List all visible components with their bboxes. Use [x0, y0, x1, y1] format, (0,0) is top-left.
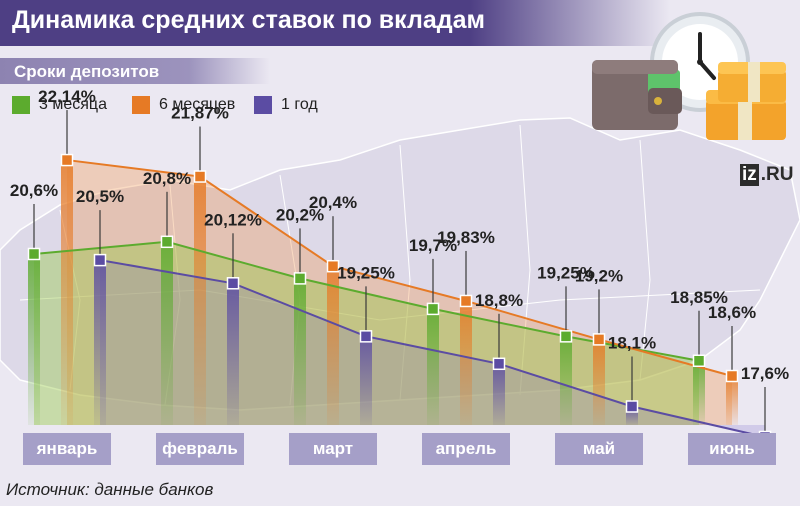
month-label-june: июнь — [709, 439, 755, 458]
month-label-february: февраль — [162, 439, 238, 458]
value-label-6m-4: 19,2% — [575, 266, 623, 285]
bar-1y-1 — [227, 283, 239, 425]
marker-6m-1 — [193, 170, 207, 183]
line-1y — [99, 259, 766, 438]
chart-title: Динамика средних ставок по вкладам — [12, 6, 486, 34]
marker-3m-2 — [293, 272, 307, 285]
value-label-6m-3: 19,83% — [437, 228, 495, 247]
value-label-6m-5: 18,6% — [708, 303, 756, 322]
value-label-1y-1: 20,12% — [204, 210, 262, 229]
marker-3m-4 — [559, 330, 573, 343]
value-label-6m-2: 20,4% — [309, 193, 357, 212]
value-label-1y-0: 20,5% — [76, 187, 124, 206]
month-box-february: февраль — [156, 433, 244, 465]
chart-subtitle: Сроки депозитов — [14, 62, 160, 81]
value-label-1y-3: 18,8% — [475, 291, 523, 310]
month-box-april: апрель — [422, 433, 510, 465]
legend-label-3m: 3 месяца — [39, 96, 107, 113]
marker-3m-3 — [426, 302, 440, 316]
marker-6m-4 — [592, 333, 606, 346]
marker-6m-0 — [60, 153, 74, 167]
bar-3m-3 — [427, 308, 439, 425]
cash-stacks-icon — [706, 62, 786, 140]
month-label-april: апрель — [435, 439, 497, 458]
bar-6m-3 — [460, 300, 472, 425]
value-label-3m-4: 19,25% — [537, 263, 595, 282]
value-label-3m-0: 20,6% — [10, 181, 58, 200]
bar-6m-2 — [327, 266, 339, 425]
value-label-3m-5: 18,85% — [670, 288, 728, 307]
marker-3m-5 — [692, 354, 706, 367]
bar-3m-0 — [28, 254, 40, 425]
bar-1y-2 — [360, 336, 372, 425]
marker-3m-1 — [160, 235, 174, 249]
bar-1y-3 — [493, 363, 505, 425]
marker-1y-2 — [359, 330, 373, 343]
legend-label-6m: 6 месяцев — [159, 96, 236, 113]
marker-3m-0 — [27, 247, 41, 261]
title-bar — [0, 0, 470, 46]
bar-6m-1 — [194, 176, 206, 425]
legend-item-6m: 6 месяцев — [132, 95, 235, 115]
month-box-march: март — [289, 433, 377, 465]
bar-1y-0 — [94, 260, 106, 425]
month-label-may: май — [582, 439, 616, 458]
legend-swatch-1y — [254, 96, 272, 114]
bar-3m-5 — [693, 360, 705, 425]
marker-6m-3 — [459, 294, 473, 308]
area-1y — [100, 260, 765, 437]
month-box-january: январь — [23, 433, 111, 465]
bar-3m-4 — [560, 336, 572, 425]
marker-1y-4 — [625, 400, 639, 413]
legend-item-1y: 1 год — [254, 95, 318, 115]
wallet-icon — [592, 60, 682, 130]
marker-6m-5 — [725, 369, 739, 383]
subtitle-bar — [0, 58, 270, 84]
value-label-6m-0: 22,14% — [38, 87, 96, 106]
title-bar-fade — [470, 0, 670, 46]
month-box-june: июнь — [688, 433, 776, 465]
value-label-6m-1: 21,87% — [171, 104, 229, 123]
value-label-3m-2: 20,2% — [276, 205, 324, 224]
marker-1y-0 — [93, 253, 107, 267]
legend-swatch-6m — [132, 96, 150, 114]
bar-6m-0 — [61, 160, 73, 425]
legend-swatch-3m — [12, 96, 30, 114]
marker-1y-1 — [226, 277, 240, 290]
legend-item-3m: 3 месяца — [12, 95, 107, 115]
value-label-3m-1: 20,8% — [143, 169, 191, 188]
legend-label-1y: 1 год — [281, 96, 318, 113]
marker-1y-3 — [492, 357, 506, 371]
line-6m — [66, 159, 733, 377]
month-label-january: январь — [36, 439, 98, 458]
bar-3m-1 — [161, 241, 173, 425]
month-box-may: май — [555, 433, 643, 465]
value-label-3m-3: 19,7% — [409, 236, 457, 255]
izvestia-logo: iz .RU — [740, 164, 794, 186]
source-note: Источник: данные банков — [6, 480, 214, 499]
value-label-1y-2: 19,25% — [337, 263, 395, 282]
bar-6m-4 — [593, 339, 605, 425]
month-label-march: март — [312, 439, 354, 458]
value-label-1y-4: 18,1% — [608, 334, 656, 353]
wallet-clock-money-illustration — [592, 12, 786, 140]
value-label-1y-5: 17,6% — [741, 364, 789, 383]
marker-6m-2 — [326, 259, 340, 273]
bar-6m-5 — [726, 376, 738, 425]
bar-3m-2 — [294, 278, 306, 425]
